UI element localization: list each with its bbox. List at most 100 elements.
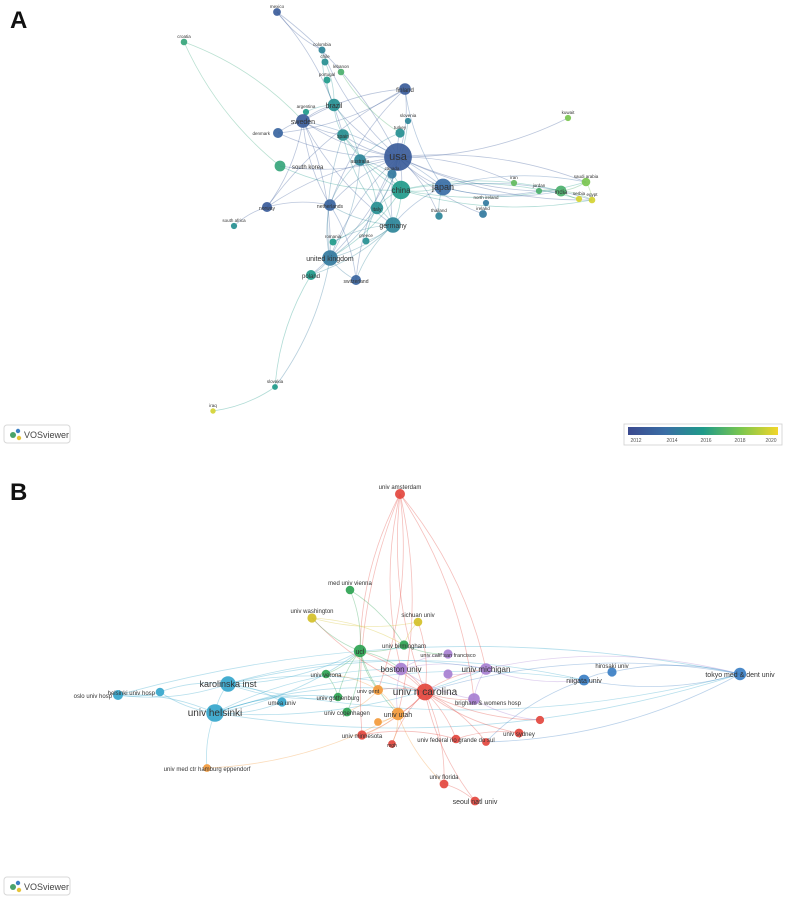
country-node-iraq[interactable] bbox=[210, 408, 216, 414]
institution-node-med-univ-vienna[interactable] bbox=[345, 585, 355, 595]
country-node-united-kingdom[interactable] bbox=[322, 250, 338, 266]
country-node-argentina[interactable] bbox=[302, 108, 310, 116]
country-node-italy[interactable] bbox=[370, 201, 384, 215]
country-node-serbia[interactable] bbox=[575, 195, 583, 203]
country-node-spain[interactable] bbox=[337, 129, 349, 141]
country-node-germany[interactable] bbox=[385, 217, 401, 233]
institution-node-univ-helsinki[interactable] bbox=[206, 704, 224, 722]
institution-node-univ-copenhagen[interactable] bbox=[342, 707, 352, 717]
country-node-brazil[interactable] bbox=[327, 98, 341, 112]
country-edge bbox=[274, 257, 331, 388]
institution-edge bbox=[399, 493, 475, 700]
institution-node-x-orange[interactable] bbox=[374, 718, 382, 726]
institution-node-sichuan-univ[interactable] bbox=[413, 617, 423, 627]
country-edge bbox=[276, 11, 399, 158]
institution-node-hirosaki-univ[interactable] bbox=[607, 667, 617, 677]
institution-label-univ-florida: univ florida bbox=[429, 775, 459, 781]
institution-node-x-red2[interactable] bbox=[482, 738, 490, 746]
institution-node-boston-univ[interactable] bbox=[394, 662, 408, 676]
institution-node-seoul-natl-univ[interactable] bbox=[470, 796, 480, 806]
country-node-mexico[interactable] bbox=[273, 8, 281, 16]
institution-node-karolinska-inst[interactable] bbox=[220, 676, 236, 692]
country-node-croatia[interactable] bbox=[180, 38, 188, 46]
institution-node-niigata-univ[interactable] bbox=[578, 674, 590, 686]
country-edge bbox=[397, 156, 593, 201]
institution-edge bbox=[455, 731, 520, 740]
country-node-thailand[interactable] bbox=[435, 212, 443, 220]
institution-node-umea-univ[interactable] bbox=[277, 697, 287, 707]
institution-node-univ-calif-san-francisco[interactable] bbox=[443, 649, 453, 659]
country-node-denmark[interactable] bbox=[273, 128, 283, 138]
country-node-sweden[interactable] bbox=[296, 114, 310, 128]
institution-node-univ-florida[interactable] bbox=[439, 779, 449, 789]
country-node-colombia[interactable] bbox=[318, 46, 326, 54]
country-edge bbox=[329, 204, 357, 281]
institution-node-univ-minnesota[interactable] bbox=[357, 730, 367, 740]
institution-label-boston-univ: boston univ bbox=[381, 665, 422, 674]
institution-node-tokyo-med-dent-univ[interactable] bbox=[733, 667, 747, 681]
country-label-usa: usa bbox=[389, 151, 408, 163]
country-node-iran[interactable] bbox=[510, 179, 518, 187]
institution-label-univ-utah: univ utah bbox=[384, 712, 413, 719]
institution-node-univ-washington[interactable] bbox=[307, 613, 317, 623]
country-node-portugal[interactable] bbox=[323, 76, 331, 84]
country-node-canada[interactable] bbox=[387, 169, 397, 179]
institution-node-univ-michigan[interactable] bbox=[480, 663, 492, 675]
institution-node-x-red1[interactable] bbox=[535, 715, 545, 725]
country-node-norway[interactable] bbox=[262, 202, 272, 212]
institution-edge bbox=[311, 617, 361, 652]
institution-node-univ-amsterdam[interactable] bbox=[395, 489, 405, 499]
country-label-greece: greece bbox=[359, 233, 373, 238]
country-node-north-ireland[interactable] bbox=[482, 199, 490, 207]
country-node-india[interactable] bbox=[555, 185, 567, 197]
institution-node-univ-sydney[interactable] bbox=[514, 728, 524, 738]
country-node-saudi-arabia[interactable] bbox=[581, 177, 591, 187]
country-node-china[interactable] bbox=[391, 180, 411, 200]
country-node-slovenia[interactable] bbox=[404, 117, 412, 125]
country-node-chile[interactable] bbox=[321, 58, 329, 66]
institution-node-univ-n-carolina[interactable] bbox=[416, 683, 434, 701]
country-edge bbox=[400, 189, 593, 208]
institution-edge bbox=[396, 493, 426, 693]
institution-node-univ-federal-rio-grande-sul[interactable] bbox=[451, 734, 461, 744]
country-edge bbox=[442, 186, 562, 197]
institution-node-brigham-womens-hosp[interactable] bbox=[468, 693, 480, 705]
institution-node-oslo-univ-hosp[interactable] bbox=[113, 690, 123, 700]
country-label-united-kingdom: united kingdom bbox=[306, 256, 354, 263]
institution-edge bbox=[389, 493, 402, 670]
country-node-kuwait[interactable] bbox=[564, 114, 572, 122]
country-node-jordan[interactable] bbox=[535, 187, 543, 195]
country-edge bbox=[279, 165, 402, 191]
country-node-netherlands[interactable] bbox=[324, 199, 336, 211]
country-node-slovakia[interactable] bbox=[272, 384, 278, 390]
panel-b-edges bbox=[117, 493, 741, 802]
institution-node-univ-gothenburg[interactable] bbox=[333, 692, 343, 702]
institution-node-ucl[interactable] bbox=[353, 644, 367, 658]
institution-node-x-purple[interactable] bbox=[443, 669, 453, 679]
country-node-south-africa[interactable] bbox=[230, 222, 238, 230]
country-node-greece[interactable] bbox=[362, 237, 370, 245]
institution-node-univ-ghent[interactable] bbox=[373, 685, 383, 695]
country-node-ireland[interactable] bbox=[479, 210, 487, 218]
institution-edge bbox=[227, 659, 487, 685]
country-node-usa[interactable] bbox=[384, 143, 412, 171]
institution-node-helsinki-univ-hosp[interactable] bbox=[155, 687, 165, 697]
country-node-turkey[interactable] bbox=[395, 128, 405, 138]
country-node-australia[interactable] bbox=[354, 154, 366, 166]
country-node-egypt[interactable] bbox=[588, 196, 596, 204]
institution-node-univ-med-ctr-hamburg[interactable] bbox=[203, 764, 211, 772]
institution-node-univ-verona[interactable] bbox=[321, 669, 331, 679]
country-node-lebanon[interactable] bbox=[337, 68, 345, 76]
country-node-poland[interactable] bbox=[306, 270, 316, 280]
country-node-finland[interactable] bbox=[399, 83, 411, 95]
country-node-romania[interactable] bbox=[329, 238, 337, 246]
institution-node-mgh[interactable] bbox=[388, 740, 396, 748]
country-node-switzerland[interactable] bbox=[351, 275, 361, 285]
country-node-japan[interactable] bbox=[434, 178, 452, 196]
institution-label-hirosaki-univ: hirosaki univ bbox=[595, 664, 628, 670]
institution-node-univ-utah[interactable] bbox=[391, 707, 405, 721]
legend-tick: 2012 bbox=[630, 438, 641, 444]
country-node-south-korea[interactable] bbox=[274, 160, 286, 172]
institution-node-univ-birmingham[interactable] bbox=[399, 640, 409, 650]
